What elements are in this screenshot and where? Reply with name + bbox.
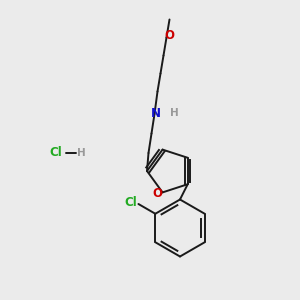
Text: Cl: Cl — [49, 146, 62, 160]
Text: Cl: Cl — [124, 196, 137, 209]
Text: N: N — [151, 106, 161, 120]
Text: H: H — [76, 148, 85, 158]
Text: O: O — [153, 188, 163, 200]
Text: H: H — [169, 108, 178, 118]
Text: O: O — [164, 29, 175, 42]
